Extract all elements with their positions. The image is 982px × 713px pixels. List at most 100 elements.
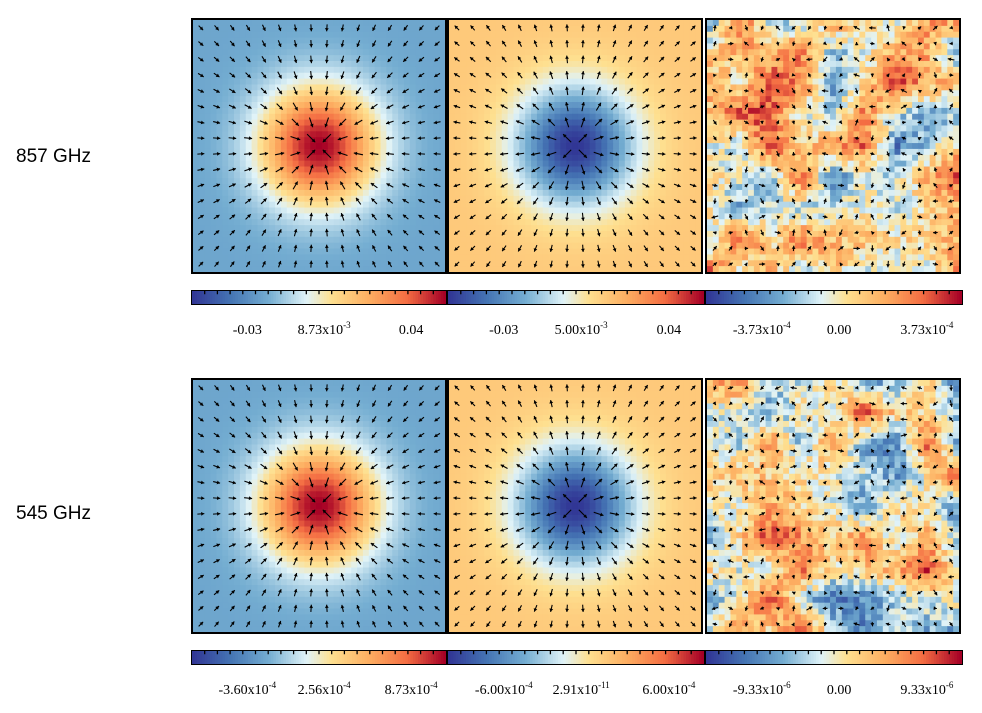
heatmap-cell [882,31,890,39]
heatmap-cell [554,78,561,86]
heatmap-cell [648,96,655,103]
heatmap-cell [239,96,247,103]
heatmap-cell [490,96,497,103]
heatmap-cell [286,25,294,33]
heatmap-cell [560,90,567,97]
heatmap-cell [707,25,714,33]
heatmap-cell [490,61,497,68]
heatmap-cell [572,96,579,103]
heatmap-cell [695,260,701,267]
heatmap-cell [472,20,479,27]
heatmap-cell [234,113,241,121]
vector-arrow [641,152,650,156]
heatmap-cell [659,49,667,56]
heatmap-cell [507,219,515,226]
heatmap-cell [403,254,411,261]
vector-arrow [533,229,538,237]
vector-arrow [595,102,602,111]
heatmap-cell [618,55,626,62]
heatmap-cell [478,119,485,127]
heatmap-cell [460,37,468,45]
vector-arrow [245,72,252,79]
heatmap-cell [607,207,614,214]
heatmap-cell [245,131,253,138]
vector-arrow [385,167,394,172]
heatmap-cell [472,125,479,132]
heatmap-cell [421,137,429,144]
heatmap-cell [531,20,538,27]
heatmap-cell [566,266,573,272]
heatmap-cell [239,55,247,62]
vector-arrow [485,198,492,204]
heatmap-cell [554,195,561,203]
colorbar-segment [688,291,692,304]
heatmap-cell [536,37,544,45]
heatmap-cell [847,55,855,62]
heatmap-cell [794,61,802,68]
vector-arrow [596,40,601,48]
vector-arrow [229,40,235,47]
heatmap-cell [357,230,364,238]
heatmap-cell [478,131,485,138]
heatmap-cell [736,37,743,45]
heatmap-cell [531,113,538,121]
vector-arrow [596,244,601,252]
heatmap-cell [577,31,585,39]
heatmap-cell [654,201,661,209]
heatmap-cell [595,125,602,132]
heatmap-cell [245,242,253,250]
vector-arrow [517,24,522,32]
heatmap-cell [618,225,626,232]
vector-arrow [293,86,298,95]
heatmap-cell [630,236,638,244]
heatmap-cell [374,178,382,185]
colorbar-tick-label: 0.04 [399,323,424,339]
heatmap-cell [577,166,585,173]
heatmap-cell [572,107,579,115]
heatmap-cell [818,66,825,74]
heatmap-cell [345,107,352,115]
heatmap-cell [286,84,294,91]
heatmap-cell [316,119,323,127]
heatmap-cell [689,125,696,132]
colorbar-segment [586,291,590,304]
heatmap-cell [304,219,311,226]
heatmap-cell [234,213,241,220]
heatmap-cell [589,125,597,132]
vector-arrow [213,120,221,125]
heatmap-cell [292,189,300,197]
heatmap-cell [947,78,954,86]
heatmap-cell [566,131,573,138]
heatmap-cell [572,184,579,191]
heatmap-cell [403,225,411,232]
heatmap-cell [339,113,346,121]
heatmap-cell [618,195,626,203]
heatmap-cell [525,166,532,173]
heatmap-cell [665,31,673,39]
heatmap-cell [466,125,474,132]
heatmap-cell [398,78,405,86]
heatmap-cell [495,225,503,232]
heatmap-cell [269,84,276,91]
heatmap-cell [859,25,866,33]
heatmap-cell [484,43,491,50]
heatmap-cell [269,102,276,109]
heatmap-cell [853,61,860,68]
heatmap-cell [495,20,503,27]
heatmap-cell [398,131,405,138]
heatmap-cell [310,184,317,191]
vector-arrow [277,71,282,79]
heatmap-cell [665,189,673,197]
colorbar-segment [400,291,404,304]
heatmap-cell [824,49,831,56]
heatmap-cell [748,49,755,56]
heatmap-cell [280,137,288,144]
heatmap-cell [642,20,649,27]
vector-arrow [355,197,362,205]
vector-arrow [549,24,554,32]
heatmap-cell [566,20,573,27]
heatmap-cell [648,43,655,50]
heatmap-cell [269,225,276,232]
heatmap-cell [677,125,685,132]
heatmap-cell [683,160,690,168]
